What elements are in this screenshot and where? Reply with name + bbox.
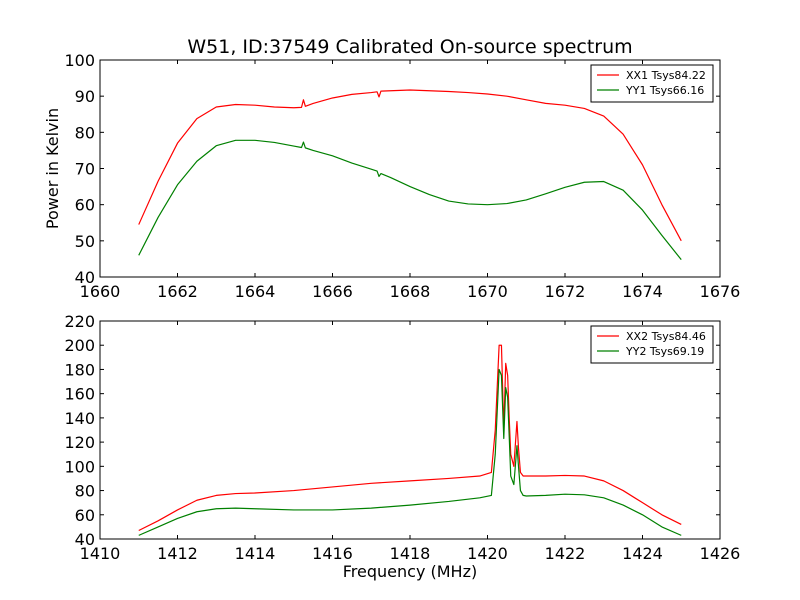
x-tick-label: 1424 xyxy=(622,544,663,563)
y-tick-label: 60 xyxy=(75,196,95,215)
x-tick-label: 1422 xyxy=(545,544,586,563)
y-tick-label: 160 xyxy=(64,385,95,404)
y-tick-label: 140 xyxy=(64,409,95,428)
x-tick-label: 1664 xyxy=(235,282,276,301)
y-tick-label: 40 xyxy=(75,530,95,549)
legend-box xyxy=(590,64,714,103)
x-tick-label: 1416 xyxy=(312,544,353,563)
legend-box xyxy=(590,325,714,364)
x-tick-label: 1676 xyxy=(700,282,741,301)
series-line-xx1 xyxy=(138,89,682,242)
x-tick-label: 1418 xyxy=(390,544,431,563)
y-axis-label: Power in Kelvin xyxy=(43,108,62,229)
x-axis-label: Frequency (MHz) xyxy=(343,562,477,581)
y-tick-label: 220 xyxy=(64,312,95,331)
y-tick-label: 100 xyxy=(64,51,95,70)
x-tick-label: 1420 xyxy=(467,544,508,563)
x-tick-label: 1660 xyxy=(80,282,121,301)
y-tick-label: 100 xyxy=(64,457,95,476)
legend: XX1 Tsys84.22 YY1 Tsys66.16 xyxy=(590,64,714,103)
x-tick-label: 1668 xyxy=(390,282,431,301)
bottom-panel: 1410 1412 1414 1416 1418 1420 1422 1424 1426 40 60… xyxy=(64,312,740,581)
legend-label: XX1 Tsys84.22 xyxy=(626,69,706,82)
y-tick-label: 90 xyxy=(75,87,95,106)
x-tick-label: 1412 xyxy=(157,544,198,563)
x-tick-label: 1414 xyxy=(235,544,276,563)
series-line-yy2 xyxy=(138,368,682,536)
y-tick-label: 60 xyxy=(75,506,95,525)
x-tick-label: 1662 xyxy=(157,282,198,301)
legend-label: YY1 Tsys66.16 xyxy=(625,84,704,97)
top-panel: 1660 1662 1664 1666 1668 1670 1672 1674 1676 40 50… xyxy=(43,51,740,301)
x-tick-label: 1670 xyxy=(467,282,508,301)
legend-label: YY2 Tsys69.19 xyxy=(625,345,704,358)
x-tick-label: 1666 xyxy=(312,282,353,301)
x-tick-label: 1426 xyxy=(700,544,741,563)
legend-label: XX2 Tsys84.46 xyxy=(626,330,706,343)
legend: XX2 Tsys84.46 YY2 Tsys69.19 xyxy=(590,325,714,364)
y-tick-label: 40 xyxy=(75,268,95,287)
y-tick-label: 180 xyxy=(64,360,95,379)
y-tick-label: 80 xyxy=(75,123,95,142)
y-tick-label: 80 xyxy=(75,482,95,501)
y-tick-label: 50 xyxy=(75,232,95,251)
series-line-yy1 xyxy=(138,139,682,261)
x-tick-label: 1672 xyxy=(545,282,586,301)
chart-title: W51, ID:37549 Calibrated On-source spect… xyxy=(187,36,632,58)
y-tick-label: 120 xyxy=(64,433,95,452)
x-tick-label: 1674 xyxy=(622,282,663,301)
x-tick-label: 1410 xyxy=(80,544,121,563)
y-tick-label: 70 xyxy=(75,160,95,179)
y-tick-label: 200 xyxy=(64,336,95,355)
series-line-xx2 xyxy=(138,344,682,532)
